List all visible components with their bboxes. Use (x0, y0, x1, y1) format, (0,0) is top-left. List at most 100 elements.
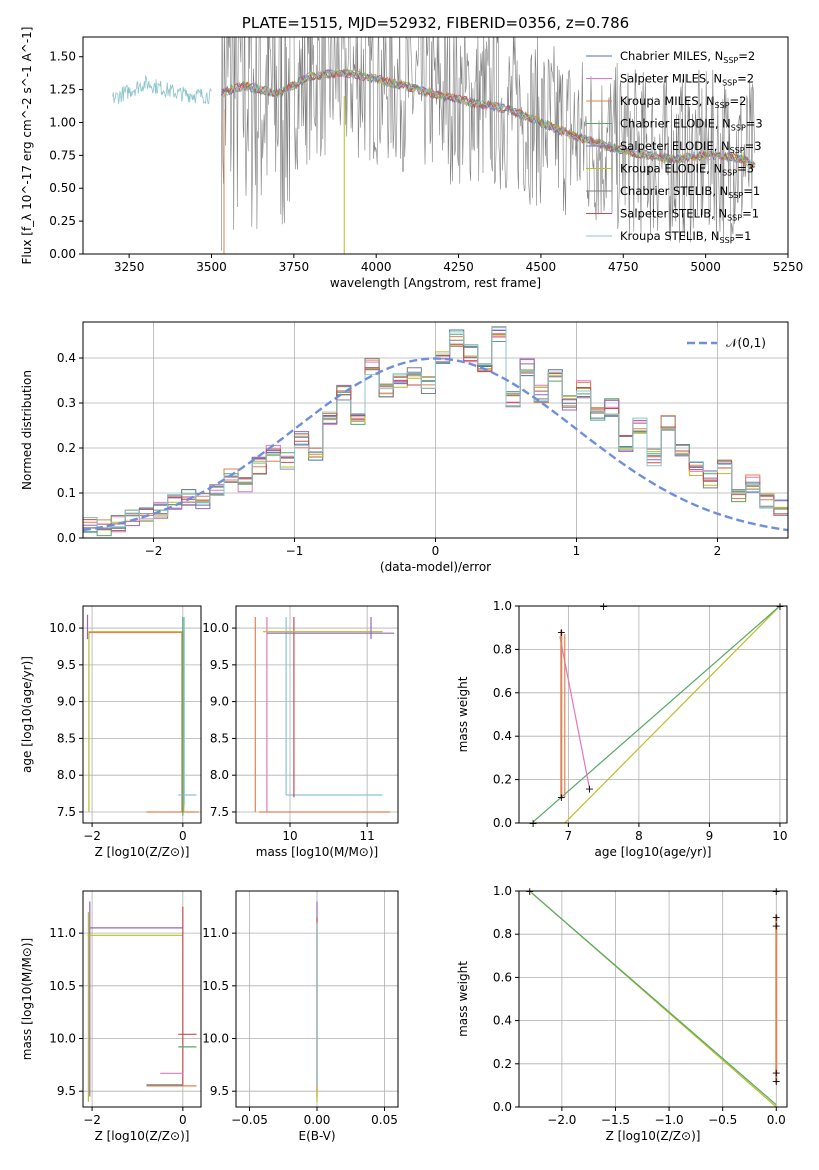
x-tick-label: −1.5 (601, 1113, 630, 1127)
marker-plus: + (772, 1066, 781, 1079)
x-tick-label: 1 (573, 544, 581, 558)
y-tick-label: 0.2 (57, 441, 76, 455)
plot-frame (82, 36, 789, 255)
x-tick-label: 10 (772, 829, 787, 843)
plot-frame (82, 605, 202, 824)
y-tick-label: 1.0 (493, 884, 512, 898)
x-tick-label: −1.0 (655, 1113, 684, 1127)
y-tick-label: 0.0 (57, 531, 76, 545)
y-axis-label: mass [log10(M/M⊙)] (20, 938, 34, 1060)
y-tick-label: 0.4 (57, 351, 76, 365)
legend-label-3: Chabrier ELODIE, NSSP=3 (620, 117, 763, 133)
x-tick-label: 0.0 (767, 1113, 786, 1127)
step-kroupa-elodie (88, 631, 185, 812)
y-tick-label: 7.5 (210, 805, 229, 819)
x-axis-label: Z [log10(Z/Z⊙)] (606, 1129, 701, 1143)
frame-weight_vs_age: 7 8 9 10 0.0 0.2 0.4 0.6 0.8 1.0 age [log10(age/yr… (456, 599, 788, 859)
plot-frame (235, 605, 399, 824)
y-tick-label: 0.1 (57, 486, 76, 500)
legend-label-2: Kroupa MILES, NSSP=2 (620, 94, 746, 110)
x-tick-label: −2.0 (547, 1113, 576, 1127)
y-tick-label: 1.50 (49, 50, 76, 64)
y-tick-label: 9.0 (57, 695, 76, 709)
y-tick-label: 0.8 (493, 642, 512, 656)
x-tick-label: −2 (83, 829, 101, 843)
markers-weight-age: ++++ ++ (528, 600, 784, 830)
x-tick-label: 5250 (773, 260, 804, 274)
normal-curve (83, 357, 788, 532)
histogram-series (83, 326, 788, 537)
y-tick-label: 0.3 (57, 396, 76, 410)
data-line (532, 606, 779, 823)
legend-label-1: Salpeter MILES, NSSP=2 (620, 72, 754, 88)
y-tick-label: 0.2 (493, 773, 512, 787)
x-tick-label: 10 (282, 829, 297, 843)
y-tick-label: 10.0 (202, 621, 229, 635)
marker-plus: + (772, 920, 781, 933)
y-axis-label: mass weight (456, 676, 470, 752)
y-axis-label: Flux [f_λ 10^-17 erg cm^-2 s^-1 A^-1] (20, 27, 34, 265)
y-tick-label: 0.75 (49, 148, 76, 162)
y-axis-label: age [log10(age/yr)] (20, 656, 34, 773)
legend-normal-label: 𝒩(0,1) (726, 336, 766, 350)
data-line (88, 631, 183, 812)
x-tick-label: 0 (179, 829, 187, 843)
legend-label-0: Chabrier MILES, NSSP=2 (620, 49, 755, 65)
y-tick-label: 1.00 (49, 115, 76, 129)
y-tick-label: 10.5 (202, 979, 229, 993)
x-tick-label: 2 (714, 544, 722, 558)
x-tick-label: −2 (145, 544, 163, 558)
y-tick-label: 9.5 (210, 658, 229, 672)
y-tick-label: 8.0 (57, 768, 76, 782)
observed-blue-segment (112, 75, 212, 105)
y-tick-label: 0.4 (493, 729, 512, 743)
spectrum-series (112, 37, 756, 254)
data-line (531, 892, 777, 1106)
y-tick-label: 11.0 (202, 926, 229, 940)
series-age_vs_mass (254, 617, 395, 813)
x-axis-label: mass [log10(M/M⊙)] (256, 845, 378, 859)
frame-residuals: −2 −1 0 1 2 0.0 0.1 0.2 0.3 0.4 (data-model)/error… (20, 321, 789, 574)
y-tick-label: 8.5 (57, 731, 76, 745)
x-tick-label: −0.05 (231, 1113, 268, 1127)
x-axis-label: Z [log10(Z/Z⊙)] (95, 1129, 190, 1143)
legend: Chabrier MILES, NSSP=2 Salpeter MILES, NS… (586, 49, 763, 245)
line-weight-kroupa-elodie (529, 606, 781, 823)
y-tick-label: 9.5 (57, 658, 76, 672)
frame-spectrum: 3250 3500 3750 4000 4250 4500 4750 5000 5250 0.00… (20, 27, 803, 290)
marker-plus: + (557, 791, 566, 804)
y-tick-label: 0.4 (493, 1014, 512, 1028)
x-tick-label: 5000 (690, 260, 721, 274)
y-tick-label: 0.8 (493, 927, 512, 941)
x-tick-label: 0 (432, 544, 440, 558)
y-tick-label: 7.5 (57, 805, 76, 819)
y-axis-label: mass weight (456, 961, 470, 1037)
x-tick-label: 0 (179, 1113, 187, 1127)
marker-plus: + (772, 911, 781, 924)
series-age_vs_Z (86, 614, 199, 816)
x-tick-label: 3750 (279, 260, 310, 274)
y-tick-label: 10.0 (49, 1032, 76, 1046)
plot-frame (518, 605, 788, 824)
y-axis-label: Normed distribution (20, 370, 34, 490)
chart-title: PLATE=1515, MJD=52932, FIBERID=0356, z=0… (242, 14, 629, 32)
x-tick-label: 4750 (608, 260, 639, 274)
x-tick-label: 11 (360, 829, 375, 843)
frame-age_vs_mass: 10 11 7.5 8.0 8.5 9.0 9.5 10.0 mass [log10(M/M⊙)… (202, 605, 399, 859)
marker-plus: + (772, 1075, 781, 1088)
x-tick-label: 3250 (114, 260, 145, 274)
x-tick-label: −0.5 (708, 1113, 737, 1127)
series-weight_vs_age (529, 606, 781, 823)
x-tick-label: 0.00 (304, 1113, 331, 1127)
legend-label-5: Kroupa ELODIE, NSSP=3 (620, 162, 754, 178)
x-tick-label: 4000 (361, 260, 392, 274)
y-tick-label: 0.6 (493, 686, 512, 700)
y-tick-label: 1.0 (493, 599, 512, 613)
y-tick-label: 10.0 (49, 621, 76, 635)
x-tick-label: 4500 (526, 260, 557, 274)
x-axis-label: E(B-V) (298, 1129, 335, 1143)
frame-weight_vs_Z: −2.0 −1.5 −1.0 −0.5 0.0 0.0 0.2 0.4 0.6 0.8 1.0 Z [… (456, 884, 788, 1143)
x-tick-label: 7 (565, 829, 573, 843)
legend-label-6: Chabrier STELIB, NSSP=1 (620, 184, 760, 200)
